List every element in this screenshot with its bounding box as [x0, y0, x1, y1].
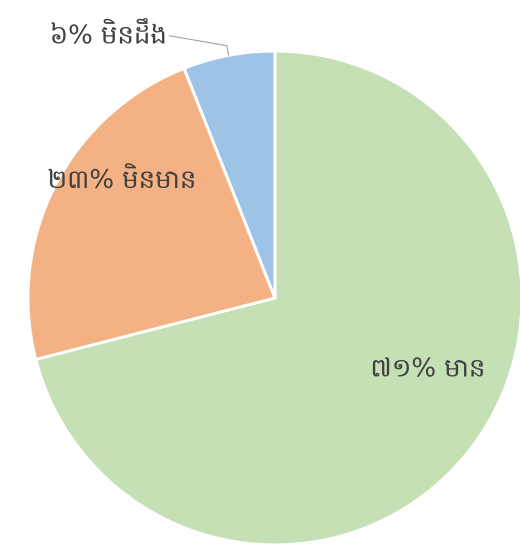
value-label: ២៣%	[48, 165, 115, 195]
leader-line	[168, 35, 230, 56]
pie-slice	[26, 66, 278, 362]
value-label: ៦%	[50, 20, 93, 50]
pie-slice	[33, 49, 520, 547]
data-label: ៦% មិនដឹង	[50, 17, 167, 50]
data-label: ២៣% មិនមាន	[48, 163, 197, 195]
value-label: ៧១%	[370, 353, 436, 383]
category-label: មិនដឹង	[101, 17, 167, 50]
category-label: មាន	[444, 353, 485, 383]
data-label: ៧១% មាន	[370, 353, 485, 383]
category-label: មិនមាន	[122, 163, 196, 195]
